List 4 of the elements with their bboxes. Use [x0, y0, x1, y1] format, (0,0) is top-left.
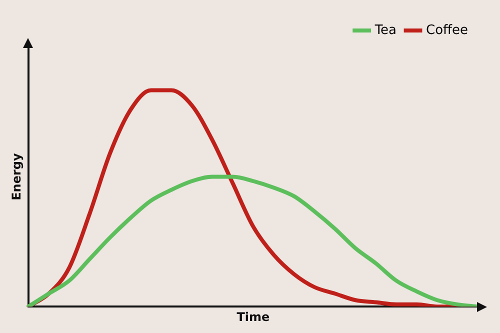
x-axis-title: Time	[236, 310, 270, 324]
y-axis-title: Energy	[9, 153, 24, 200]
legend-label: Tea	[374, 22, 397, 38]
legend-label: Coffee	[426, 22, 468, 38]
